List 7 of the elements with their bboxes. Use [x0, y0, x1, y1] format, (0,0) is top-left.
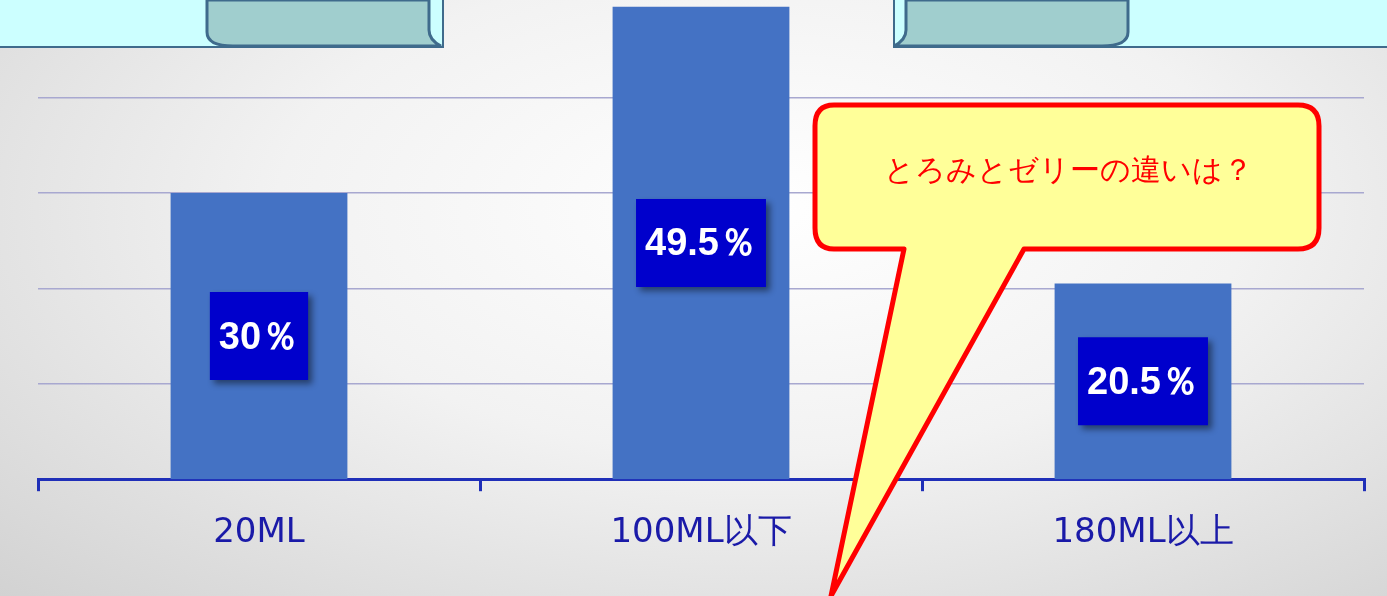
data-label: 30％ [218, 314, 300, 357]
x-tick-label: 100ML以下 [610, 510, 792, 551]
data-label: 20.5％ [1087, 359, 1199, 402]
data-label: 49.5％ [645, 221, 757, 264]
annotation: とろみとゼリーの違いは？ [882, 151, 1254, 189]
x-tick-label: 180ML以上 [1052, 510, 1234, 551]
x-tick-label: 20ML [213, 510, 305, 551]
